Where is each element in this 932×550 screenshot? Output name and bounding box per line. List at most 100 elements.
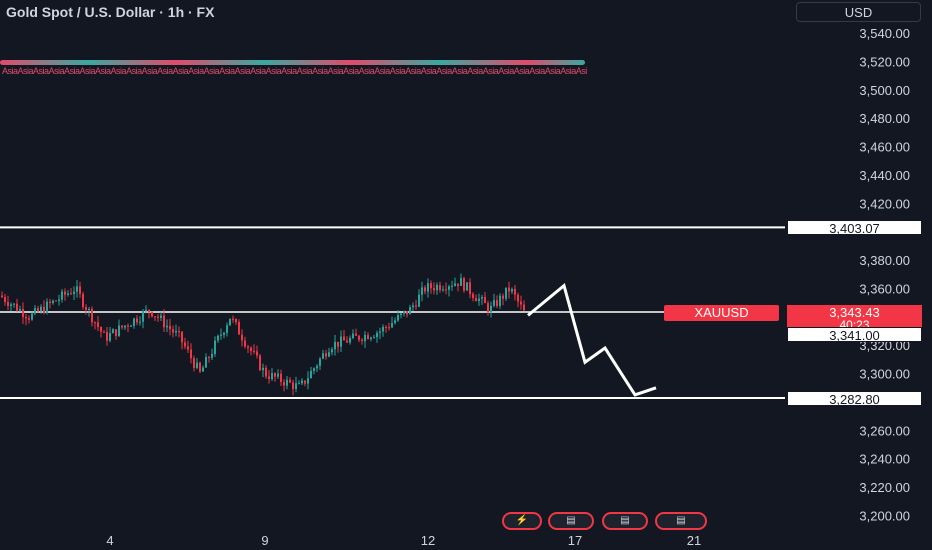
candle-body: [394, 320, 396, 323]
currency-button[interactable]: USD: [796, 2, 921, 22]
candle-body: [58, 299, 60, 301]
candle-body: [229, 318, 231, 326]
candle-body: [193, 358, 195, 369]
candle-body: [16, 303, 18, 311]
candle-body: [436, 284, 438, 291]
candle-body: [160, 315, 162, 318]
candle-body: [367, 334, 369, 340]
candle-body: [265, 367, 267, 377]
candle-body: [211, 353, 213, 358]
candle-body: [46, 301, 48, 313]
mid-price-tag: 3,341.00: [787, 327, 922, 343]
price-tick-label: 3,540.00: [859, 26, 910, 41]
price-tick-label: 3,300.00: [859, 367, 910, 382]
session-indicator: [0, 60, 585, 65]
price-tick-label: 3,200.00: [859, 509, 910, 524]
candle-body: [142, 311, 144, 322]
time-tick-label: 21: [687, 533, 701, 548]
candle-body: [412, 305, 414, 308]
candle-body: [373, 337, 375, 339]
candle-body: [346, 340, 348, 343]
candle-body: [223, 332, 225, 335]
candle-body: [103, 331, 105, 333]
candle-body: [427, 283, 429, 292]
candle-body: [136, 318, 138, 323]
candle-body: [91, 308, 93, 323]
symbol-tag[interactable]: XAUUSD: [664, 305, 779, 321]
us-flag-icon[interactable]: ▤: [548, 512, 594, 530]
candle-body: [133, 318, 135, 326]
candle-body: [328, 352, 330, 357]
candle-body: [205, 357, 207, 368]
time-tick-label: 9: [261, 533, 268, 548]
projection-arrow[interactable]: [527, 282, 657, 397]
candle-body: [301, 380, 303, 384]
candle-body: [19, 309, 21, 311]
price-tick-label: 3,260.00: [859, 423, 910, 438]
candle-body: [271, 373, 273, 380]
candle-body: [364, 334, 366, 342]
price-tick-label: 3,220.00: [859, 480, 910, 495]
candle-body: [475, 297, 477, 302]
candle-body: [358, 335, 360, 340]
candle-body: [124, 325, 126, 328]
support-price-tag: 3,282.80: [787, 391, 922, 407]
candle-body: [172, 329, 174, 333]
candle-body: [298, 383, 300, 385]
candle-body: [370, 337, 372, 340]
candle-body: [208, 357, 210, 359]
candle-body: [139, 321, 141, 323]
candle-body: [397, 315, 399, 321]
candle-body: [118, 325, 120, 336]
candle-body: [112, 329, 114, 334]
candle-body: [28, 318, 30, 320]
candle-body: [517, 294, 519, 302]
lightning-icon[interactable]: ⚡: [502, 512, 542, 530]
candle-body: [178, 331, 180, 333]
candle-body: [292, 382, 294, 390]
candle-body: [454, 283, 456, 286]
candle-body: [232, 318, 234, 320]
candle-body: [430, 283, 432, 289]
candle-body: [196, 362, 198, 369]
candle-body: [508, 287, 510, 292]
candle-body: [451, 285, 453, 287]
candle-body: [253, 350, 255, 352]
candle-body: [322, 353, 324, 359]
candle-body: [472, 293, 474, 298]
candle-body: [10, 304, 12, 306]
us-flag-icon[interactable]: ▤: [602, 512, 648, 530]
candle-body: [418, 294, 420, 307]
candle-body: [163, 315, 165, 328]
candle-body: [385, 326, 387, 328]
candle-body: [88, 308, 90, 310]
candle-body: [121, 325, 123, 328]
candle-body: [457, 283, 459, 286]
candle-body: [391, 322, 393, 328]
candle-body: [361, 339, 363, 342]
price-tick-label: 3,460.00: [859, 140, 910, 155]
us-flag-icon[interactable]: ▤: [655, 512, 707, 530]
candle-body: [190, 349, 192, 359]
candle-body: [55, 300, 57, 302]
candle-body: [493, 300, 495, 306]
price-tick-label: 3,520.00: [859, 54, 910, 69]
candle-body: [241, 334, 243, 341]
time-tick-label: 4: [106, 533, 113, 548]
candle-body: [460, 278, 462, 286]
candle-body: [520, 301, 522, 305]
candle-body: [400, 313, 402, 316]
time-tick-label: 17: [568, 533, 582, 548]
candle-body: [280, 373, 282, 382]
candle-body: [64, 291, 66, 295]
candle-body: [424, 287, 426, 292]
candle-body: [415, 305, 417, 307]
candle-body: [388, 327, 390, 329]
candle-body: [274, 373, 276, 377]
candle-body: [448, 286, 450, 290]
candle-body: [340, 336, 342, 347]
time-tick-label: 12: [421, 533, 435, 548]
candle-body: [43, 306, 45, 313]
candle-body: [34, 308, 36, 314]
